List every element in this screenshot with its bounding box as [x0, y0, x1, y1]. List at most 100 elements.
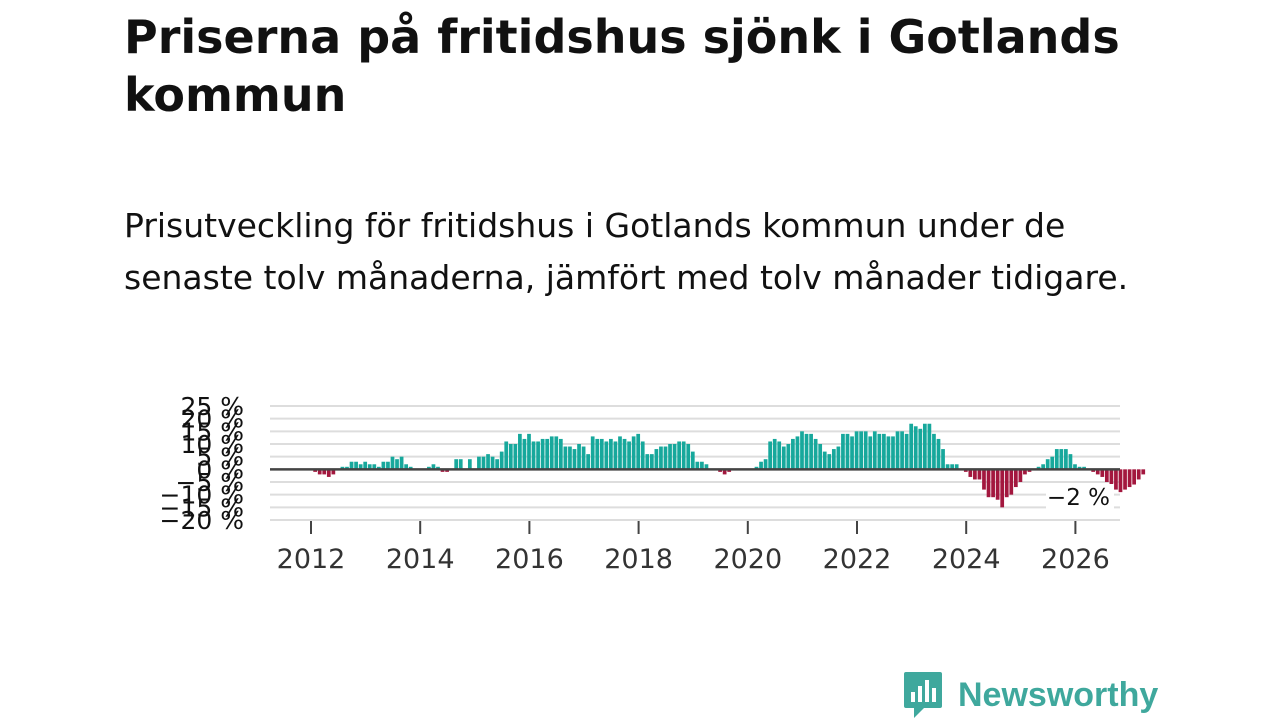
bar: [609, 438, 613, 470]
bar: [700, 461, 704, 470]
bar: [540, 438, 545, 470]
bar: [322, 469, 327, 475]
bar: [504, 441, 509, 470]
bar: [813, 438, 818, 470]
bar: [408, 466, 413, 470]
bar: [927, 423, 932, 470]
bar: [968, 469, 973, 477]
bar: [436, 466, 440, 470]
bar: [1023, 469, 1027, 475]
bar: [354, 461, 358, 470]
bar: [545, 438, 550, 470]
bar: [795, 436, 800, 470]
bar: [1045, 459, 1050, 470]
bar: [1082, 466, 1086, 470]
bar: [836, 446, 841, 470]
bar: [936, 438, 941, 470]
bar: [850, 436, 854, 470]
bar: [695, 461, 700, 470]
bar: [718, 469, 722, 472]
bar: [363, 461, 368, 470]
bar: [340, 466, 345, 470]
bar: [618, 436, 622, 470]
bar: [1004, 469, 1009, 498]
bar: [1118, 469, 1123, 493]
bar: [1109, 469, 1114, 488]
bar: [895, 431, 900, 470]
x-tick-label: 2012: [277, 544, 346, 575]
bar: [513, 444, 518, 470]
bar: [331, 469, 336, 475]
y-tick-label: 20 %: [180, 405, 244, 434]
bar: [522, 438, 527, 470]
bar: [1068, 454, 1073, 470]
bar: [1059, 449, 1064, 470]
x-tick-label: 2014: [386, 544, 455, 575]
bar: [882, 433, 886, 470]
bar: [754, 466, 759, 470]
bar: [467, 459, 472, 470]
bar: [1077, 466, 1082, 470]
bar: [1123, 469, 1127, 490]
bar: [827, 454, 832, 470]
bar: [704, 464, 709, 470]
bar: [1009, 469, 1014, 495]
bar: [727, 469, 732, 472]
bar: [1013, 469, 1018, 488]
bar: [458, 459, 463, 470]
bar: [486, 454, 490, 470]
bar: [672, 444, 677, 470]
bar: [963, 469, 968, 472]
bar: [1054, 449, 1059, 470]
bar: [722, 469, 727, 475]
bar: [490, 456, 495, 470]
bar: [854, 431, 859, 470]
bar: [818, 444, 823, 470]
x-tick-label: 2024: [932, 544, 1001, 575]
bar: [786, 444, 791, 470]
bar: [395, 459, 399, 470]
y-tick-label: 25 %: [180, 392, 244, 421]
bar: [390, 456, 395, 470]
bar: [859, 431, 863, 470]
bar: [918, 428, 923, 470]
bar: [640, 441, 645, 470]
bar: [982, 469, 986, 490]
bar: [863, 431, 868, 470]
bar: [386, 461, 390, 470]
bar: [549, 436, 554, 470]
bar: [986, 469, 991, 498]
bar: [654, 449, 659, 470]
newsworthy-chart-icon: [904, 672, 942, 718]
bar: [358, 464, 363, 470]
grid-lines: [270, 405, 1120, 521]
bar: [376, 466, 381, 470]
newsworthy-logo-text: Newsworthy: [958, 675, 1159, 714]
bar: [445, 469, 449, 472]
y-tick-label: 0 %: [196, 455, 244, 484]
bar: [518, 433, 522, 470]
bar: [627, 441, 631, 470]
x-tick-label: 2026: [1041, 544, 1110, 575]
bar: [499, 451, 504, 470]
bar: [1064, 449, 1068, 470]
bar: [668, 444, 672, 470]
bar: [991, 469, 995, 498]
bar: [404, 464, 409, 470]
bar: [527, 433, 531, 470]
bar: [913, 426, 918, 470]
bar: [454, 459, 459, 470]
bar: [572, 449, 577, 470]
bar: [822, 451, 827, 470]
bar: [586, 454, 590, 470]
bar: [326, 469, 331, 477]
bar: [536, 441, 540, 470]
bar: [1095, 469, 1100, 475]
x-tick-label: 2018: [604, 544, 673, 575]
bar: [577, 444, 581, 470]
bar: [954, 464, 959, 470]
bar: [1136, 469, 1141, 480]
bar: [1100, 469, 1105, 477]
bar: [649, 454, 654, 470]
bar: [945, 464, 950, 470]
